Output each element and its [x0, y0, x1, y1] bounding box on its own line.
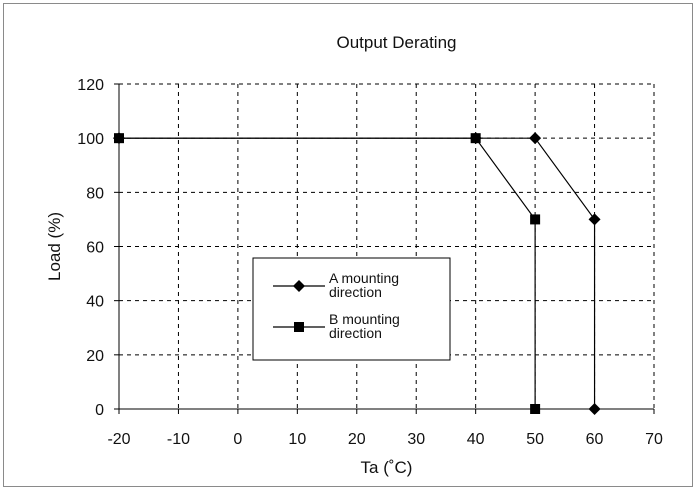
- y-tick-labels: 0 20 40 60 80 100 120: [77, 77, 104, 419]
- x-tick-label-7: 50: [526, 431, 544, 448]
- legend-marker-0: [293, 280, 305, 292]
- y-tick-label-1: 20: [86, 348, 104, 365]
- series-1-point-3: [530, 404, 541, 414]
- x-tick-label-9: 70: [645, 431, 663, 448]
- legend: A mounting direction B mounting direction: [252, 257, 451, 361]
- series-line-1: [119, 137, 536, 409]
- x-tick-label-8: 60: [586, 431, 604, 448]
- series-1-point-2: [530, 214, 541, 225]
- y-tick-label-2: 40: [86, 294, 104, 311]
- legend-label-0: A mounting direction: [329, 270, 399, 300]
- axes: [114, 83, 655, 414]
- legend-box: [252, 257, 451, 361]
- y-tick-label-3: 60: [86, 240, 104, 257]
- y-axis-label: Load (%): [45, 212, 64, 281]
- series-0-point-4: [588, 403, 601, 415]
- series-0-point-2: [529, 132, 542, 145]
- series-1: [114, 133, 541, 414]
- y-tick-label-4: 80: [86, 185, 104, 202]
- x-tick-label-5: 30: [407, 431, 425, 448]
- x-tick-label-3: 10: [288, 431, 306, 448]
- x-tick-labels: -20 -10 0 10 20 30 40 50 60 70: [107, 431, 663, 448]
- x-tick-label-6: 40: [467, 431, 485, 448]
- legend-label-1: B mounting direction: [329, 311, 400, 341]
- x-tick-label-0: -20: [107, 431, 130, 448]
- y-tick-label-0: 0: [95, 402, 104, 419]
- y-tick-label-6: 120: [77, 77, 104, 94]
- series-0-point-3: [588, 213, 601, 226]
- legend-entry-0: A mounting direction: [273, 270, 399, 300]
- chart-title: Output Derating: [336, 33, 456, 52]
- x-tick-label-2: 0: [233, 431, 242, 448]
- x-axis-label: Ta (˚C): [361, 458, 413, 477]
- y-tick-label-5: 100: [77, 131, 104, 148]
- x-tick-label-1: -10: [167, 431, 190, 448]
- series-1-point-1: [470, 133, 481, 144]
- series-1-point-0: [114, 133, 124, 144]
- legend-entry-1: B mounting direction: [273, 311, 400, 341]
- x-tick-label-4: 20: [348, 431, 366, 448]
- chart-frame: [3, 3, 693, 487]
- series-group: [113, 132, 601, 415]
- legend-marker-1: [294, 322, 304, 332]
